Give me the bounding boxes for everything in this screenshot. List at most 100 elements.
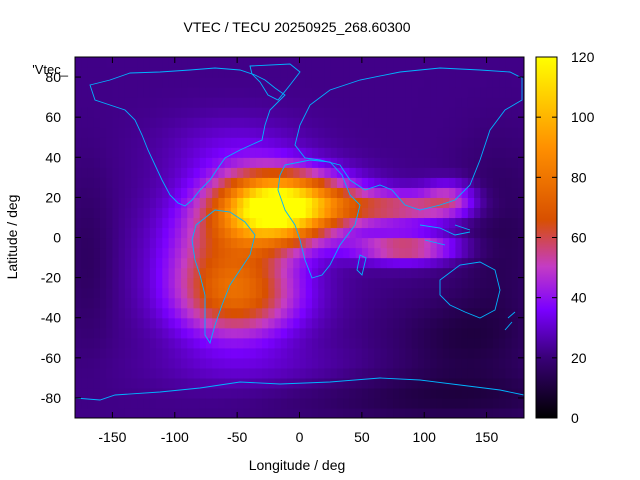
heatmap-cell [162, 237, 170, 249]
heatmap-cell [237, 107, 244, 118]
heatmap-cell [299, 227, 307, 239]
heatmap-cell [361, 277, 369, 289]
heatmap-cell [287, 167, 294, 178]
heatmap-cell [99, 127, 107, 138]
heatmap-cell [268, 347, 276, 359]
heatmap-cell [511, 247, 519, 259]
heatmap-cell [361, 67, 369, 78]
heatmap-cell [212, 337, 220, 349]
heatmap-cell [131, 237, 138, 249]
heatmap-cell [118, 217, 126, 229]
heatmap-cell [405, 187, 413, 198]
heatmap-cell [417, 257, 425, 269]
heatmap-cell [218, 327, 226, 339]
heatmap-cell [324, 137, 332, 148]
heatmap-cell [424, 327, 432, 339]
heatmap-cell [99, 337, 107, 349]
heatmap-cell [181, 237, 188, 249]
heatmap-cell [436, 257, 444, 269]
heatmap-cell [149, 257, 157, 269]
heatmap-cell [243, 107, 251, 118]
heatmap-cell [243, 347, 251, 359]
heatmap-cell [131, 167, 138, 178]
heatmap-cell [305, 57, 313, 68]
heatmap-cell [199, 167, 207, 178]
heatmap-cell [517, 87, 524, 98]
heatmap-cell [380, 197, 388, 209]
heatmap-cell [386, 77, 394, 88]
heatmap-cell [93, 77, 101, 88]
heatmap-cell [75, 307, 82, 319]
heatmap-cell [492, 187, 500, 198]
heatmap-cell [399, 157, 407, 168]
heatmap-cell [386, 247, 394, 259]
heatmap-cell [287, 357, 294, 369]
heatmap-cell [361, 207, 369, 219]
heatmap-cell [461, 367, 469, 379]
heatmap-cell [417, 357, 425, 369]
heatmap-cell [218, 357, 226, 369]
heatmap-cell [311, 87, 319, 98]
heatmap-cell [411, 157, 419, 168]
heatmap-cell [305, 207, 313, 219]
heatmap-cell [131, 377, 138, 389]
heatmap-cell [205, 387, 213, 399]
heatmap-cell [293, 287, 301, 299]
heatmap-cell [143, 327, 151, 339]
heatmap-cell [411, 337, 419, 349]
heatmap-cell [249, 217, 257, 229]
heatmap-cell [199, 287, 207, 299]
heatmap-cell [274, 327, 282, 339]
heatmap-cell [380, 87, 388, 98]
heatmap-cell [262, 237, 269, 249]
heatmap-cell [249, 307, 257, 319]
heatmap-cell [430, 347, 438, 359]
heatmap-cell [343, 127, 350, 138]
heatmap-cell [162, 107, 170, 118]
heatmap-cell [280, 377, 288, 389]
heatmap-cell [162, 87, 170, 98]
heatmap-cell [399, 187, 407, 198]
heatmap-cell [137, 317, 145, 329]
heatmap-cell [499, 167, 506, 178]
heatmap-cell [287, 227, 294, 239]
heatmap-cell [411, 237, 419, 249]
heatmap-cell [486, 297, 494, 309]
heatmap-cell [199, 397, 207, 409]
heatmap-cell [361, 307, 369, 319]
heatmap-cell [81, 167, 89, 178]
heatmap-cell [224, 367, 232, 379]
heatmap-cell [430, 397, 438, 409]
heatmap-cell [399, 147, 407, 158]
heatmap-cell [255, 307, 263, 319]
heatmap-cell [87, 177, 95, 188]
heatmap-cell [174, 137, 182, 148]
heatmap-cell [411, 217, 419, 229]
heatmap-cell [156, 227, 163, 239]
heatmap-cell [374, 317, 382, 329]
heatmap-cell [349, 87, 357, 98]
heatmap-cell [81, 297, 89, 309]
heatmap-cell [499, 147, 506, 158]
heatmap-cell [218, 207, 226, 219]
heatmap-cell [143, 157, 151, 168]
heatmap-cell [499, 367, 506, 379]
heatmap-cell [87, 307, 95, 319]
heatmap-cell [343, 317, 350, 329]
heatmap-cell [112, 227, 120, 239]
heatmap-cell [149, 107, 157, 118]
heatmap-cell [480, 267, 488, 279]
heatmap-cell [224, 187, 232, 198]
heatmap-cell [137, 407, 145, 418]
heatmap-cell [474, 317, 481, 329]
heatmap-cell [399, 277, 407, 289]
heatmap-cell [293, 57, 301, 68]
heatmap-cell [480, 127, 488, 138]
heatmap-cell [293, 187, 301, 198]
heatmap-cell [293, 117, 301, 128]
heatmap-cell [255, 97, 263, 108]
heatmap-cell [168, 187, 176, 198]
heatmap-cell [293, 107, 301, 118]
heatmap-cell [343, 107, 350, 118]
heatmap-cell [243, 387, 251, 399]
